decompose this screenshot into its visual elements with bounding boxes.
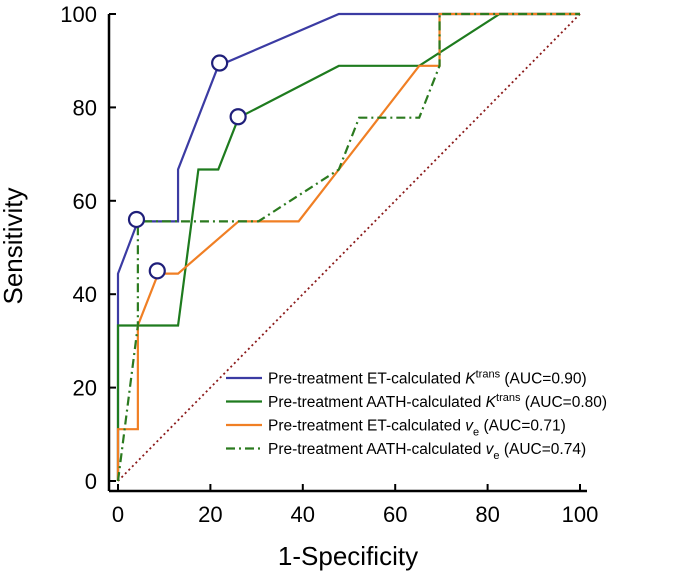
legend-entry-prefix: Pre-treatment AATH-calculated: [268, 441, 486, 458]
legend-entry-1: Pre-treatment ET-calculated Ktrans (AUC=…: [268, 369, 587, 388]
x-tick-label: 40: [291, 502, 315, 527]
legend-entry-symbol: v: [465, 418, 474, 435]
x-tick-label: 100: [562, 502, 599, 527]
legend: Pre-treatment ET-calculated Ktrans (AUC=…: [226, 369, 607, 462]
legend-entry-prefix: Pre-treatment AATH-calculated: [268, 394, 486, 411]
series-line-1: [116, 12, 580, 481]
optimal-cutoff-marker-4: [127, 210, 146, 229]
legend-entry-symbol: K: [465, 371, 476, 388]
legend-entry-prefix: Pre-treatment ET-calculated: [268, 371, 465, 388]
legend-entry-symbol: K: [486, 394, 497, 411]
x-tick-label: 60: [383, 502, 407, 527]
y-tick-label: 20: [73, 376, 97, 401]
legend-entry-symbol: v: [486, 441, 495, 458]
legend-entry-subscript: e: [493, 450, 499, 462]
x-tick-label: 0: [112, 502, 124, 527]
y-tick-label: 100: [60, 2, 97, 27]
x-axis-label: 1-Specificity: [278, 541, 418, 571]
y-tick-label: 40: [73, 282, 97, 307]
series-line-2: [116, 12, 580, 481]
optimal-cutoff-marker-1: [211, 54, 229, 72]
legend-entry-suffix: (AUC=0.80): [520, 394, 607, 411]
y-tick-label: 80: [73, 95, 97, 120]
legend-entry-superscript: trans: [476, 369, 501, 381]
legend-entry-superscript: trans: [496, 392, 521, 404]
legend-entry-suffix: (AUC=0.74): [500, 441, 587, 458]
y-tick-label: 0: [85, 469, 97, 494]
legend-entry-prefix: Pre-treatment ET-calculated: [268, 418, 465, 435]
legend-entry-3: Pre-treatment ET-calculated ve (AUC=0.71…: [268, 418, 566, 439]
legend-entry-subscript: e: [473, 427, 479, 439]
y-axis-label: Sensitivity: [0, 187, 28, 304]
x-tick-label: 80: [475, 502, 499, 527]
legend-entry-suffix: (AUC=0.71): [479, 418, 566, 435]
optimal-cutoff-marker-3: [148, 262, 166, 280]
x-tick-label: 20: [198, 502, 222, 527]
optimal-cutoff-marker-2: [229, 108, 247, 126]
y-tick-label: 60: [73, 189, 97, 214]
legend-entry-suffix: (AUC=0.90): [500, 371, 587, 388]
legend-entry-4: Pre-treatment AATH-calculated ve (AUC=0.…: [268, 441, 586, 462]
legend-entry-2: Pre-treatment AATH-calculated Ktrans (AU…: [268, 392, 607, 411]
